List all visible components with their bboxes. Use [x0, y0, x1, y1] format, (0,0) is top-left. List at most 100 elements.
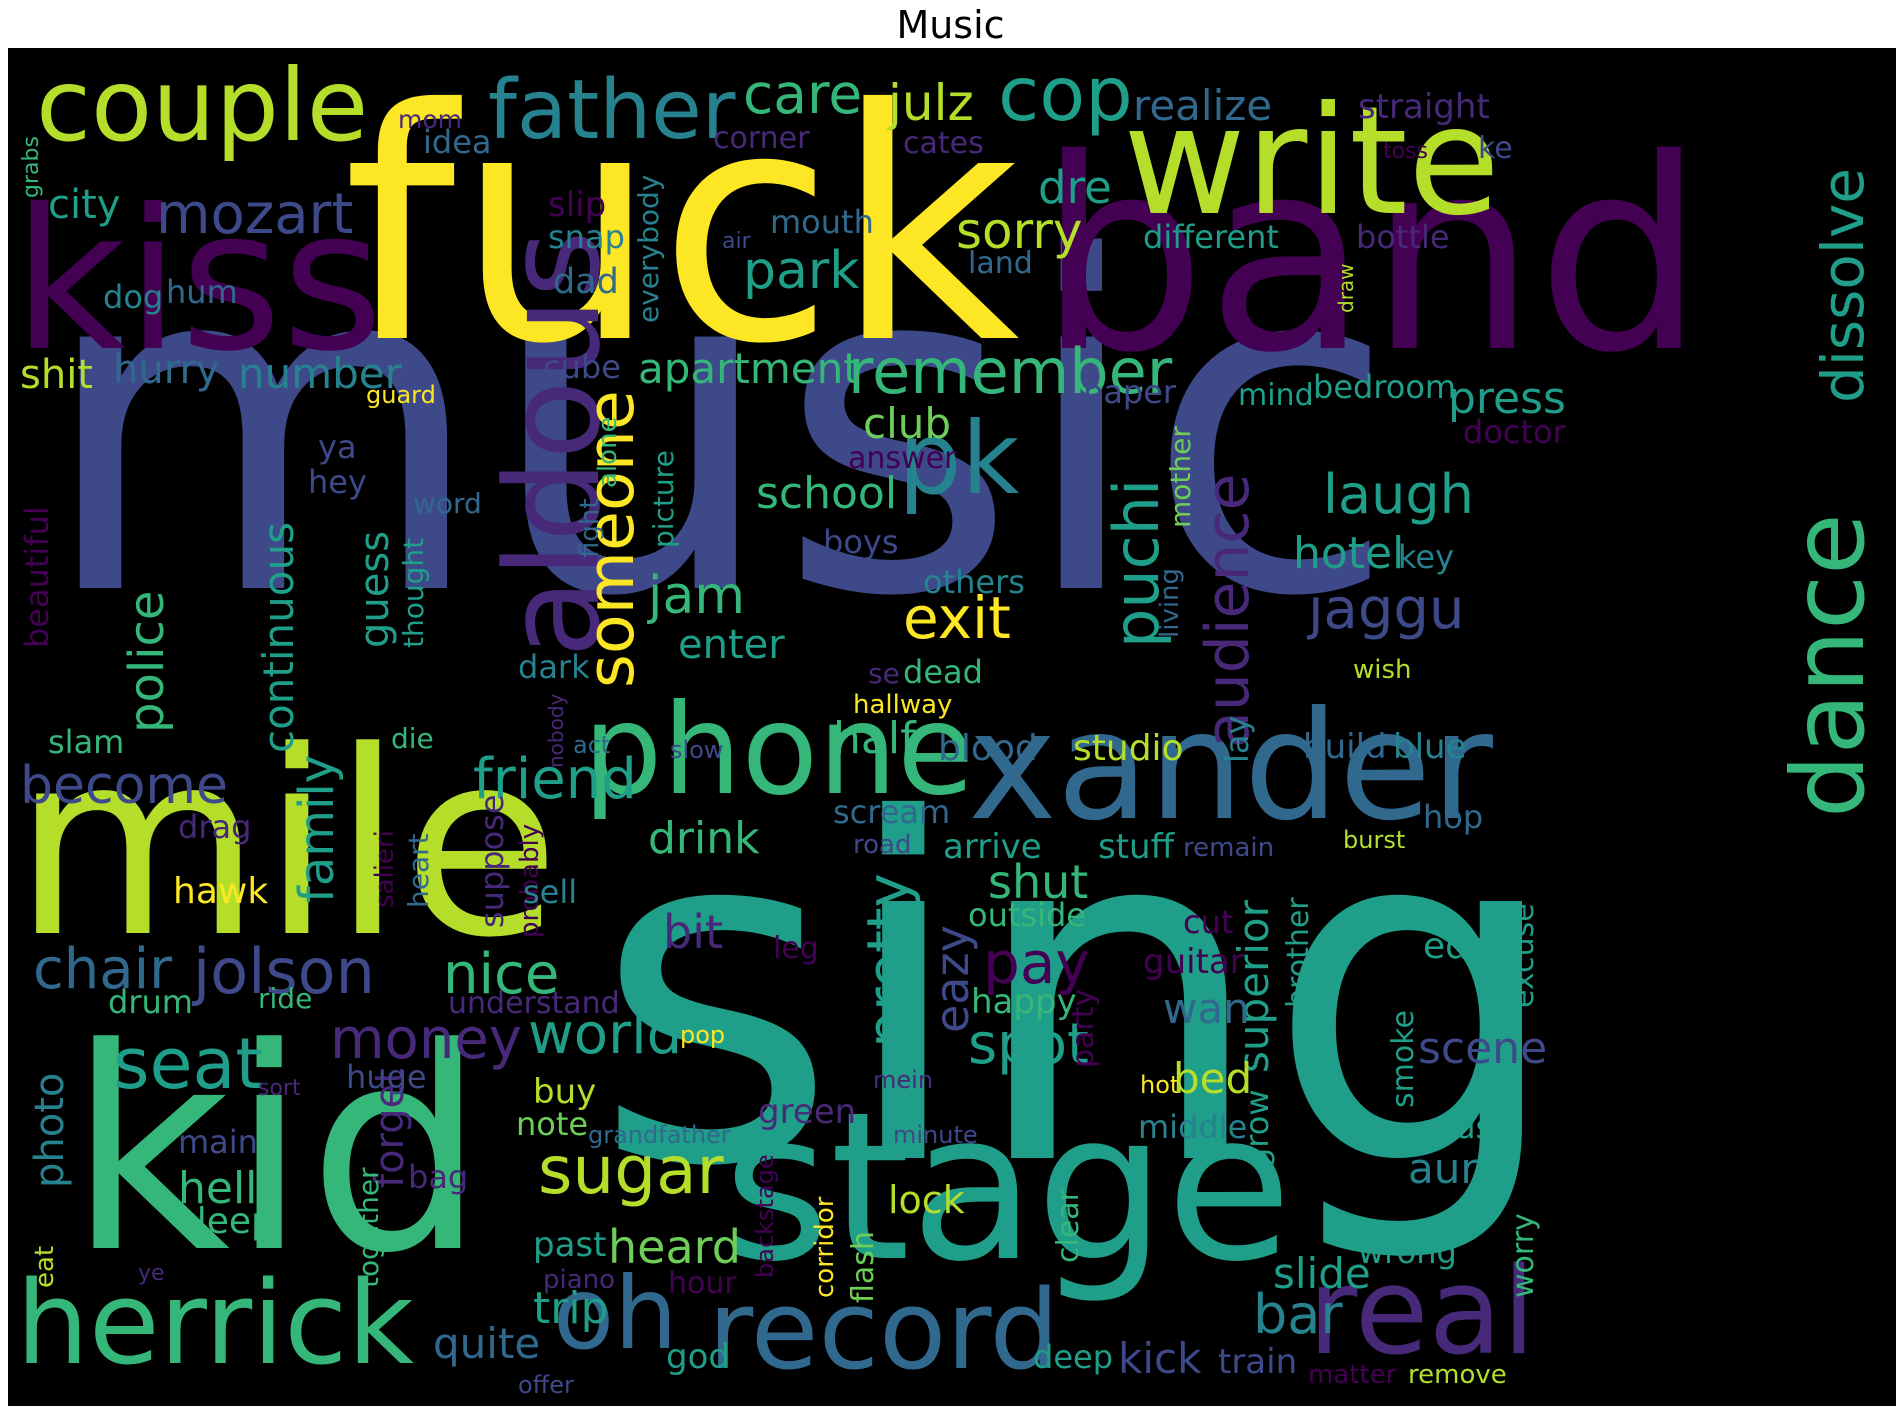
word-hotel: hotel: [1293, 528, 1404, 579]
word-die: die: [391, 722, 434, 755]
word-club: club: [863, 399, 951, 448]
word-happy: happy: [971, 982, 1077, 1022]
word-grandfather: grandfather: [588, 1121, 731, 1149]
word-pk: pk: [898, 400, 1019, 517]
word-cut: cut: [1183, 903, 1233, 941]
word-edge: edge: [1423, 926, 1513, 967]
word-everybody: everybody: [632, 175, 665, 323]
word-wish: wish: [1353, 655, 1412, 685]
word-cause: cause: [1418, 1108, 1512, 1146]
word-cates: cates: [903, 126, 984, 161]
word-eat: eat: [30, 1246, 60, 1288]
word-hum: hum: [166, 273, 238, 311]
word-band: band: [1038, 103, 1705, 411]
word-shit: shit: [20, 352, 93, 398]
word-kid: kid: [68, 989, 486, 1315]
word-mother: mother: [1164, 426, 1197, 528]
word-bedroom: bedroom: [1313, 368, 1456, 406]
word-road: road: [853, 830, 911, 860]
word-aldous: aldous: [477, 230, 629, 658]
word-cop: cop: [998, 50, 1133, 138]
word-snap: snap: [548, 218, 625, 256]
word-sleep: sleep: [178, 1201, 274, 1242]
word-enter: enter: [678, 622, 785, 668]
word-minute: minute: [893, 1121, 978, 1149]
word-laugh: laugh: [1323, 463, 1474, 526]
word-note: note: [516, 1105, 588, 1143]
word-dead: dead: [903, 653, 983, 691]
word-hell: hell: [178, 1163, 257, 1214]
word-offer: offer: [518, 1371, 574, 1399]
word-train: train: [1218, 1342, 1297, 1382]
word-xander: xander: [968, 680, 1493, 854]
word-aur: aur: [1408, 1144, 1478, 1193]
word-alone: alone: [593, 416, 623, 488]
word-pay: pay: [983, 929, 1090, 997]
word-answer: answer: [848, 441, 957, 476]
word-number: number: [238, 349, 403, 398]
word-jaggu: jaggu: [1306, 577, 1464, 642]
word-kiss: kiss: [13, 167, 383, 394]
word-wrong: wrong: [1358, 1233, 1457, 1271]
word-stage: stage: [723, 1069, 1292, 1307]
word-slam: slam: [48, 723, 124, 761]
word-pop: pop: [680, 1021, 725, 1049]
word-piano: piano: [543, 1265, 615, 1295]
word-worry: worry: [1506, 1213, 1541, 1298]
word-friend: friend: [473, 747, 637, 812]
word-brother: brother: [1281, 897, 1316, 1008]
word-continuous: continuous: [254, 522, 303, 753]
word-become: become: [20, 756, 228, 816]
word-write: write: [1123, 75, 1500, 249]
word-grow: grow: [1238, 1089, 1276, 1168]
word-someone: someone: [574, 390, 649, 688]
word-draw: draw: [1334, 263, 1358, 313]
word-paper: paper: [1083, 373, 1177, 411]
word-bag: bag: [408, 1158, 468, 1196]
word-middle: middle: [1138, 1108, 1247, 1146]
word-word: word: [413, 487, 482, 520]
word-beautiful: beautiful: [18, 506, 56, 648]
word-green: green: [758, 1092, 856, 1132]
word-spot: spot: [968, 1012, 1089, 1077]
word-blue: blue: [1393, 727, 1467, 767]
word-key: key: [1398, 538, 1454, 576]
word-hurry: hurry: [113, 347, 220, 393]
word-sing: sing: [593, 722, 1565, 1269]
word-music: music: [38, 162, 1398, 697]
word-jolson: jolson: [191, 935, 375, 1008]
word-flash: flash: [846, 1231, 881, 1303]
word-doctor: doctor: [1463, 413, 1567, 451]
word-mind: mind: [1238, 378, 1314, 413]
word-father: father: [488, 63, 736, 158]
word-nice: nice: [443, 942, 559, 1007]
word-mozart: mozart: [156, 182, 354, 247]
word-straight: straight: [1358, 87, 1490, 127]
word-burst: burst: [1343, 826, 1405, 854]
word-remain: remain: [1183, 833, 1274, 863]
word-police: police: [119, 591, 175, 733]
word-salieri: salieri: [370, 830, 400, 908]
word-se: se: [868, 657, 900, 690]
word-idea: idea: [423, 123, 492, 161]
word-apartment: apartment: [638, 344, 860, 393]
word-drum: drum: [108, 983, 193, 1021]
word-smoke: smoke: [1386, 1010, 1421, 1108]
word-deep: deep: [1033, 1338, 1113, 1376]
word-excuse: excuse: [1506, 903, 1541, 1008]
word-mile: mile: [13, 697, 560, 994]
word-slide: slide: [1273, 1249, 1371, 1298]
word-julz: julz: [887, 74, 974, 132]
word-remove: remove: [1408, 1360, 1507, 1390]
word-sort: sort: [258, 1076, 301, 1101]
word-suppose: suppose: [473, 794, 511, 928]
word-eazy: eazy: [925, 925, 979, 1033]
word-money: money: [330, 1007, 522, 1072]
word-lock: lock: [888, 1178, 965, 1222]
word-studio: studio: [1073, 728, 1184, 769]
word-bit: bit: [663, 905, 723, 959]
word-sugar: sugar: [538, 1132, 725, 1209]
word-forget: forget: [367, 1068, 413, 1188]
word-heard: heard: [608, 1220, 741, 1274]
word-guitar: guitar: [1143, 942, 1244, 982]
